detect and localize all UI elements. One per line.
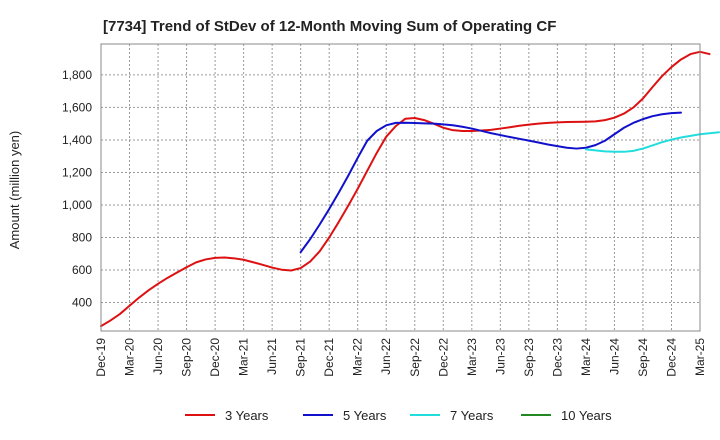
x-tick-label: Dec-19 xyxy=(94,338,108,377)
x-tick-label: Jun-20 xyxy=(151,338,165,375)
legend-label-3-years: 3 Years xyxy=(225,408,269,423)
y-tick-label: 1,200 xyxy=(62,165,92,179)
x-tick-label: Dec-23 xyxy=(550,338,564,377)
y-tick-label: 1,800 xyxy=(62,68,92,82)
series-lines xyxy=(100,50,720,328)
legend: 3 Years 5 Years 7 Years 10 Years xyxy=(185,408,612,423)
series-line-3-years xyxy=(100,50,711,328)
series-line-7-years xyxy=(584,131,720,153)
x-tick-label: Sep-24 xyxy=(636,338,650,377)
y-axis-label: Amount (million yen) xyxy=(7,131,22,250)
chart-title: [7734] Trend of StDev of 12-Month Moving… xyxy=(103,18,556,35)
x-tick-label: Dec-20 xyxy=(208,338,222,377)
x-tick-label: Jun-23 xyxy=(493,338,507,375)
x-tick-label: Jun-21 xyxy=(265,338,279,375)
x-tick-label: Sep-21 xyxy=(294,338,308,377)
legend-label-7-years: 7 Years xyxy=(450,408,494,423)
x-tick-label: Mar-20 xyxy=(123,338,137,376)
x-tick-label: Dec-22 xyxy=(436,338,450,377)
y-axis-ticks: 400 600 800 1,000 1,200 1,400 1,600 1,800 xyxy=(62,68,92,310)
y-tick-label: 400 xyxy=(72,296,92,310)
y-tick-label: 1,400 xyxy=(62,133,92,147)
x-tick-label: Mar-24 xyxy=(579,338,593,376)
x-tick-label: Mar-23 xyxy=(465,338,479,376)
y-tick-label: 1,600 xyxy=(62,100,92,114)
y-tick-label: 800 xyxy=(72,231,92,245)
legend-label-5-years: 5 Years xyxy=(343,408,387,423)
plot-border xyxy=(100,43,701,332)
grid xyxy=(101,44,700,331)
x-tick-label: Sep-22 xyxy=(408,338,422,377)
y-tick-label: 600 xyxy=(72,263,92,277)
x-axis-ticks: Dec-19 Mar-20 Jun-20 Sep-20 Dec-20 Mar-21 Jun-… xyxy=(94,338,707,377)
x-tick-label: Jun-24 xyxy=(607,338,621,375)
y-tick-label: 1,000 xyxy=(62,198,92,212)
x-tick-label: Sep-20 xyxy=(180,338,194,377)
x-tick-label: Dec-24 xyxy=(664,338,678,377)
legend-label-10-years: 10 Years xyxy=(561,408,612,423)
x-tick-label: Mar-22 xyxy=(351,338,365,376)
x-tick-label: Dec-21 xyxy=(322,338,336,377)
x-tick-label: Mar-25 xyxy=(693,338,707,376)
x-tick-label: Jun-22 xyxy=(379,338,393,375)
x-tick-label: Mar-21 xyxy=(237,338,251,376)
series-line-5-years xyxy=(299,111,682,254)
x-tick-label: Sep-23 xyxy=(522,338,536,377)
